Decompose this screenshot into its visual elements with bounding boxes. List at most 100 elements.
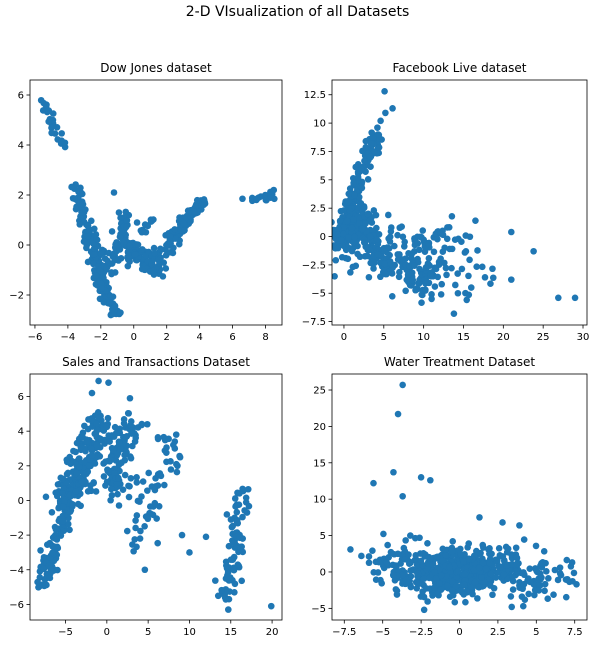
scatter-points — [332, 88, 579, 317]
scatter-point — [487, 280, 494, 288]
scatter-point — [156, 470, 164, 477]
scatter-point — [107, 456, 115, 464]
scatter-point — [66, 526, 73, 534]
scatter-point — [392, 562, 399, 569]
scatter-point — [381, 270, 389, 278]
scatter-point — [107, 485, 115, 493]
scatter-point — [355, 220, 363, 227]
scatter-point — [332, 272, 338, 280]
scatter-point — [415, 246, 423, 254]
scatter-point — [419, 227, 427, 234]
subplot-title: Sales and Transactions Dataset — [62, 355, 250, 369]
scatter-point — [460, 558, 467, 565]
scatter-point — [105, 432, 112, 439]
scatter-point — [535, 587, 543, 594]
scatter-point — [128, 430, 135, 437]
scatter-point — [448, 548, 456, 556]
scatter-point — [73, 468, 81, 476]
scatter-point — [365, 273, 373, 281]
scatter-point — [540, 548, 548, 555]
scatter-point — [200, 196, 208, 203]
scatter-point — [76, 463, 83, 471]
scatter-point — [179, 219, 187, 227]
scatter-point — [93, 426, 101, 433]
scatter-point — [439, 231, 447, 239]
y-tick-label: 2.5 — [310, 204, 326, 215]
scatter-point — [223, 511, 231, 518]
scatter-point — [138, 493, 145, 500]
scatter-point — [404, 271, 412, 278]
scatter-point — [236, 543, 244, 551]
scatter-point — [115, 439, 123, 447]
scatter-point — [104, 467, 112, 475]
scatter-point — [513, 554, 521, 562]
x-tick-label: 15 — [457, 332, 470, 343]
scatter-point — [543, 567, 550, 575]
scatter-point — [451, 598, 459, 606]
scatter-point — [233, 508, 241, 516]
scatter-point — [171, 226, 178, 233]
scatter-point — [366, 233, 374, 240]
scatter-point — [525, 590, 532, 598]
axes-frame — [29, 79, 283, 326]
scatter-point — [348, 224, 356, 232]
scatter-point — [349, 238, 357, 246]
x-tick-label: 10 — [417, 332, 430, 343]
scatter-point — [460, 581, 468, 589]
scatter-point — [351, 233, 358, 241]
scatter-point — [173, 460, 180, 468]
scatter-point — [448, 587, 456, 594]
scatter-point — [571, 294, 579, 302]
subplot-title: Water Treatment Dataset — [384, 355, 535, 369]
scatter-point — [87, 445, 95, 452]
scatter-point — [457, 551, 464, 558]
scatter-point — [172, 235, 179, 242]
scatter-point — [480, 544, 487, 551]
scatter-point — [110, 446, 117, 454]
scatter-point — [530, 247, 537, 255]
scatter-point — [454, 289, 462, 297]
scatter-point — [76, 221, 84, 228]
scatter-point — [129, 541, 136, 548]
scatter-point — [474, 247, 481, 254]
scatter-point — [448, 264, 455, 272]
x-tick-label: 8 — [262, 332, 268, 343]
scatter-point — [78, 432, 85, 440]
scatter-point — [223, 565, 231, 572]
y-tick-label: 4 — [18, 141, 24, 152]
scatter-point — [230, 566, 238, 574]
scatter-point — [434, 553, 441, 561]
scatter-point — [422, 280, 429, 287]
scatter-point — [434, 235, 441, 243]
scatter-point — [482, 565, 490, 573]
scatter-point — [354, 250, 361, 258]
scatter-point — [163, 444, 170, 451]
scatter-point — [95, 414, 103, 422]
scatter-point — [142, 513, 150, 520]
scatter-point — [436, 580, 443, 587]
scatter-point — [406, 262, 413, 270]
scatter-point — [262, 196, 270, 204]
scatter-point — [345, 234, 353, 241]
scatter-point — [358, 552, 365, 560]
scatter-point — [520, 569, 527, 576]
axes-frame — [331, 373, 588, 621]
scatter-point — [367, 259, 374, 267]
scatter-point — [118, 459, 125, 467]
subplot-2: Facebook Live dataset 0 5 10 15 20 25 30 −7.5 −5 −… — [302, 61, 590, 343]
scatter-point — [460, 591, 468, 598]
scatter-point — [90, 240, 97, 247]
scatter-point — [396, 251, 403, 258]
scatter-point — [88, 451, 96, 459]
scatter-point — [399, 381, 406, 389]
scatter-point — [557, 571, 565, 579]
scatter-point — [416, 534, 423, 542]
scatter-point — [59, 490, 66, 497]
scatter-point — [45, 118, 52, 125]
scatter-point — [526, 578, 534, 586]
scatter-point — [60, 484, 68, 492]
scatter-point — [462, 598, 469, 606]
scatter-point — [80, 470, 88, 478]
scatter-point — [90, 245, 98, 253]
scatter-point — [332, 218, 335, 226]
